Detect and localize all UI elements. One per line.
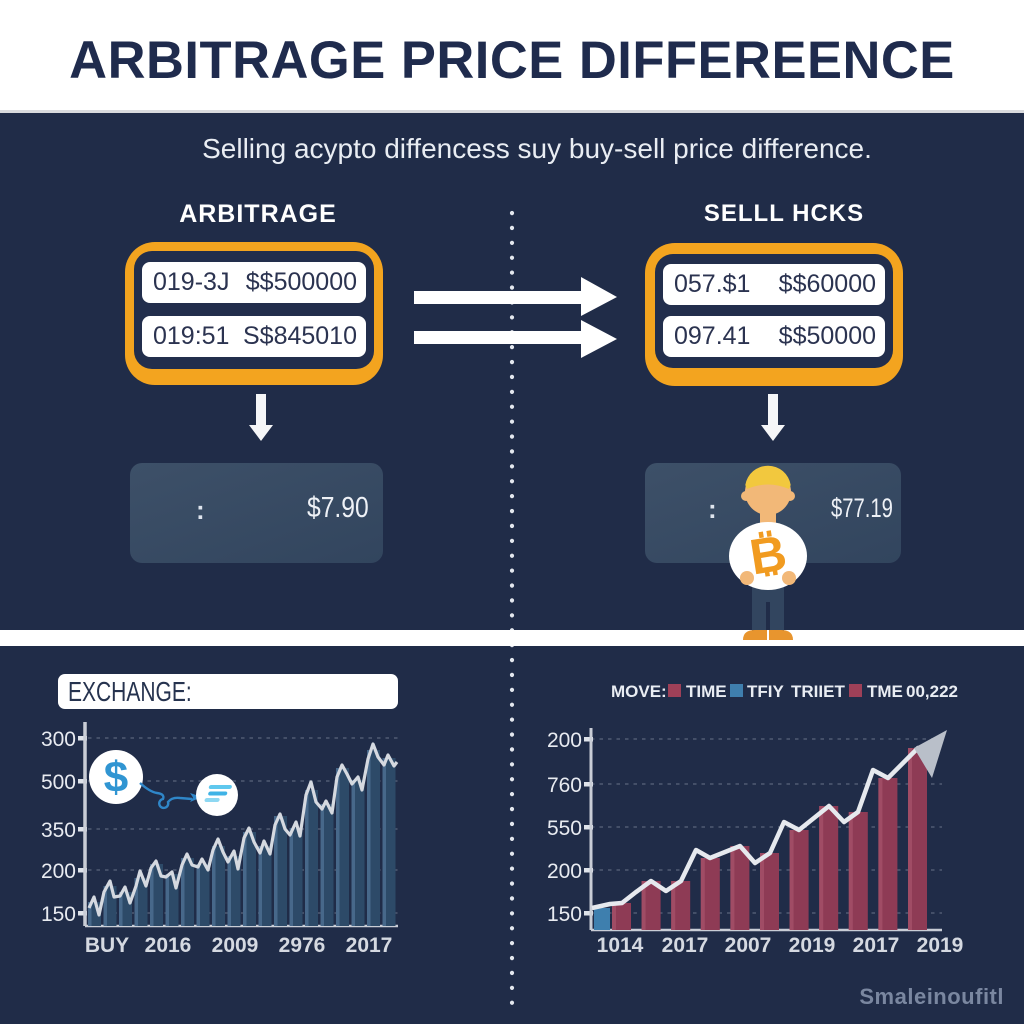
svg-text:2019: 2019 <box>917 934 964 957</box>
svg-text:760: 760 <box>547 774 582 797</box>
svg-text:550: 550 <box>547 817 582 840</box>
svg-text:2016: 2016 <box>145 934 192 957</box>
svg-text:500: 500 <box>41 771 76 794</box>
svg-text:2976: 2976 <box>279 934 326 957</box>
svg-text:150: 150 <box>547 903 582 926</box>
svg-text:2017: 2017 <box>346 934 393 957</box>
svg-text:MOVE:: MOVE: <box>611 682 667 701</box>
svg-text:$: $ <box>104 753 128 802</box>
svg-text:2017: 2017 <box>853 934 900 957</box>
svg-text:2017: 2017 <box>662 934 709 957</box>
svg-text:200: 200 <box>547 729 582 752</box>
svg-text:TRIIET: TRIIET <box>791 682 845 701</box>
svg-text:BUY: BUY <box>85 934 129 957</box>
svg-text:2019: 2019 <box>789 934 836 957</box>
svg-text:2009: 2009 <box>212 934 259 957</box>
svg-text:2007: 2007 <box>725 934 772 957</box>
svg-text:200: 200 <box>41 860 76 883</box>
svg-text:TFIY: TFIY <box>747 682 784 701</box>
svg-text:150: 150 <box>41 903 76 926</box>
svg-text:TIME: TIME <box>686 682 727 701</box>
svg-text:00,222: 00,222 <box>906 682 958 701</box>
svg-text:350: 350 <box>41 819 76 842</box>
svg-text:300: 300 <box>41 728 76 751</box>
svg-text:TME: TME <box>867 682 903 701</box>
svg-text:1014: 1014 <box>597 934 644 957</box>
svg-text:200: 200 <box>547 860 582 883</box>
